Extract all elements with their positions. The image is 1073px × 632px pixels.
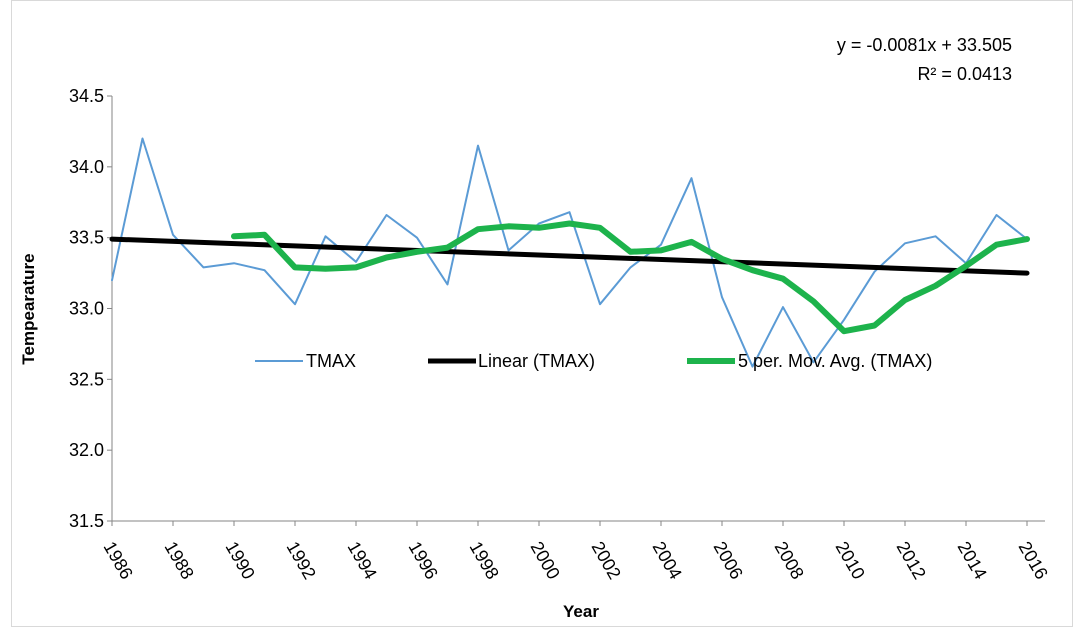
series-line-linear-trend [109,236,1030,276]
trendline-equation: y = -0.0081x + 33.505 [837,35,1012,55]
series-line-tmax [111,137,1028,368]
y-tick-label: 34.0 [69,157,104,177]
y-tick-label: 31.5 [69,511,104,531]
legend-label-moving-average: 5 per. Mov. Avg. (TMAX) [738,351,932,371]
trendline-r-squared: R² = 0.0413 [917,64,1012,84]
y-axis-title: Tempearature [19,253,38,364]
y-tick-label: 33.5 [69,228,104,248]
trendline-annotation: y = -0.0081x + 33.505 R² = 0.0413 [837,35,1012,84]
legend-label-tmax: TMAX [306,351,356,371]
legend: TMAX Linear (TMAX) 5 per. Mov. Avg. (TMA… [255,351,932,371]
y-tick-label: 33.0 [69,299,104,319]
chart-border [11,0,1073,627]
y-tick-label: 32.5 [69,369,104,389]
y-tick-label: 34.5 [69,86,104,106]
x-axis-title: Year [563,602,599,621]
legend-label-linear: Linear (TMAX) [478,351,595,371]
series-line-moving-average [231,220,1030,335]
y-tick-label: 32.0 [69,440,104,460]
series [109,137,1030,368]
y-tick-labels: 31.5 32.0 32.5 33.0 33.5 34.0 34.5 [69,86,112,531]
